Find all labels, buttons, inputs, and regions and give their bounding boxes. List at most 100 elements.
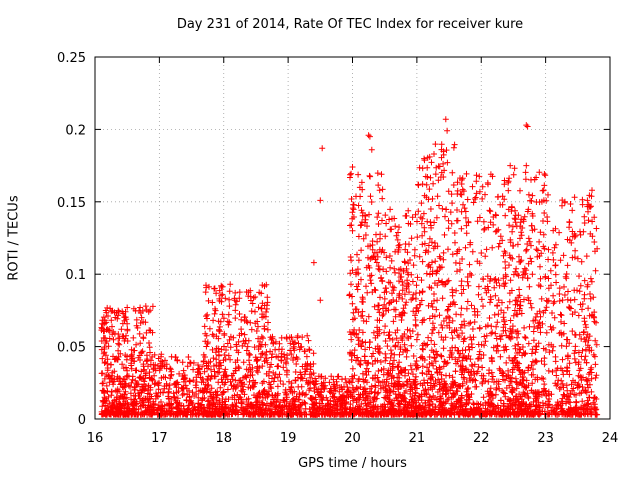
data-point [426,235,433,242]
data-point [358,247,365,254]
x-tick-label: 22 [473,431,490,446]
data-point [549,249,556,256]
data-point [356,327,363,333]
data-point [138,368,145,375]
data-point [146,369,153,376]
data-point [393,298,400,305]
data-point [281,406,288,412]
data-point [227,378,234,385]
data-point [236,365,243,372]
data-point [350,375,356,382]
data-point [534,310,541,317]
data-point [383,410,390,417]
data-point [496,240,503,247]
data-point [356,361,363,367]
data-point [454,207,460,213]
data-point [146,344,153,351]
data-point [533,346,540,353]
data-point [222,295,229,302]
data-point [561,292,568,298]
data-point [260,401,267,408]
data-point [318,396,325,403]
data-point [583,253,590,260]
data-point [367,397,374,404]
data-point [528,350,535,357]
data-point [467,405,474,412]
data-point [465,218,472,225]
data-point [523,247,529,254]
data-point [449,335,456,342]
data-point [140,367,147,374]
data-point [349,393,356,400]
data-point [423,247,430,254]
data-point [522,335,529,341]
data-point [460,188,467,195]
data-point [467,270,473,277]
data-point [222,404,229,411]
data-point [486,207,493,214]
data-point [216,369,223,376]
data-point [367,385,373,392]
data-point [376,317,383,324]
data-point [587,295,594,302]
data-point [458,225,465,232]
data-point [123,316,130,323]
data-point [305,337,312,344]
data-point [365,368,372,375]
data-point [241,331,248,338]
data-point [499,193,506,200]
data-point [538,295,545,302]
data-point [487,293,494,300]
data-point [541,182,548,189]
data-point [199,363,206,370]
data-point [128,357,135,363]
data-point [579,306,585,313]
data-point [388,299,395,305]
data-point [524,275,531,282]
data-point [418,277,425,284]
data-point [103,382,110,389]
data-point [215,363,222,370]
data-point [575,361,582,368]
data-point [388,257,395,264]
data-point [370,329,377,336]
data-point [511,215,518,222]
data-point [133,322,140,329]
data-point [346,378,352,385]
data-point [382,212,389,219]
data-point [529,227,536,234]
data-point [220,357,227,364]
data-point [115,308,122,315]
data-point [140,334,147,341]
data-point [377,231,384,238]
data-point [221,343,227,350]
data-point [260,335,266,342]
data-point [559,380,566,387]
data-point [451,230,458,236]
data-point [102,402,109,409]
data-point [317,297,324,304]
data-point [429,374,436,381]
data-point [518,406,525,413]
data-point [209,299,216,306]
data-point [349,164,356,170]
data-point [585,305,592,312]
data-point [395,386,402,393]
data-point [296,396,303,403]
data-point [374,374,381,381]
data-point [301,392,308,398]
data-point [468,391,475,397]
data-point [413,336,420,343]
data-point [437,402,444,409]
data-point [240,359,247,366]
data-point [146,395,153,402]
data-point [421,192,428,199]
data-point [572,343,579,350]
data-point [380,365,387,372]
data-point [354,251,360,258]
data-point [202,354,208,360]
data-point [439,205,446,212]
data-point [258,305,265,312]
data-point [424,164,431,171]
data-point [458,305,465,312]
